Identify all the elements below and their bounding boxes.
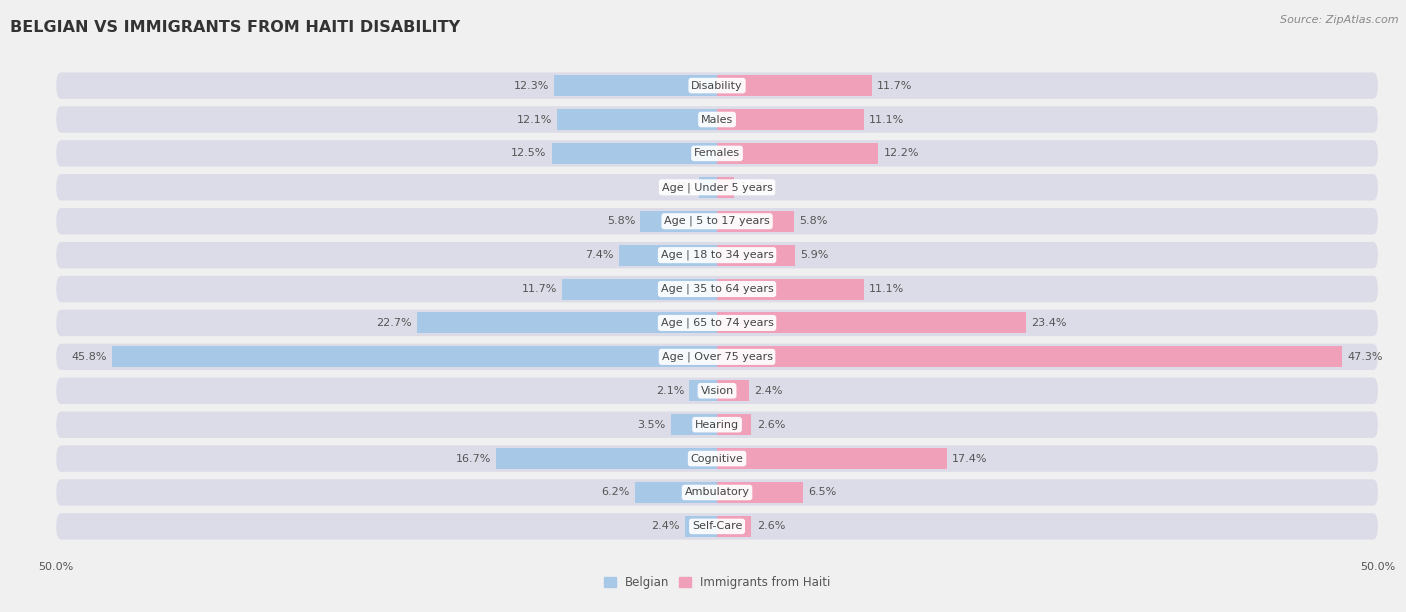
- Bar: [636, 482, 717, 503]
- Bar: [640, 211, 717, 232]
- Text: 12.1%: 12.1%: [516, 114, 551, 124]
- Text: Females: Females: [695, 149, 740, 159]
- Text: 5.8%: 5.8%: [607, 216, 636, 226]
- FancyBboxPatch shape: [56, 72, 1378, 99]
- FancyBboxPatch shape: [56, 208, 1378, 234]
- Text: Ambulatory: Ambulatory: [685, 488, 749, 498]
- Text: Disability: Disability: [692, 81, 742, 91]
- Text: 11.7%: 11.7%: [522, 284, 557, 294]
- Text: Age | 65 to 74 years: Age | 65 to 74 years: [661, 318, 773, 328]
- Text: 17.4%: 17.4%: [952, 453, 988, 463]
- Text: 7.4%: 7.4%: [585, 250, 614, 260]
- Text: Age | 18 to 34 years: Age | 18 to 34 years: [661, 250, 773, 260]
- Bar: [717, 346, 1343, 367]
- Bar: [689, 380, 717, 401]
- Text: 6.5%: 6.5%: [808, 488, 837, 498]
- FancyBboxPatch shape: [56, 242, 1378, 268]
- Text: Self-Care: Self-Care: [692, 521, 742, 531]
- FancyBboxPatch shape: [56, 411, 1378, 438]
- Text: 16.7%: 16.7%: [456, 453, 491, 463]
- Text: 12.5%: 12.5%: [512, 149, 547, 159]
- Bar: [717, 448, 948, 469]
- Bar: [717, 313, 1026, 334]
- FancyBboxPatch shape: [56, 344, 1378, 370]
- Bar: [717, 109, 863, 130]
- Bar: [554, 75, 717, 96]
- FancyBboxPatch shape: [56, 106, 1378, 133]
- Text: 47.3%: 47.3%: [1347, 352, 1384, 362]
- Text: 1.3%: 1.3%: [740, 182, 768, 192]
- Bar: [111, 346, 717, 367]
- Text: 22.7%: 22.7%: [377, 318, 412, 328]
- Text: 11.1%: 11.1%: [869, 284, 904, 294]
- Bar: [562, 278, 717, 299]
- Text: Cognitive: Cognitive: [690, 453, 744, 463]
- Text: BELGIAN VS IMMIGRANTS FROM HAITI DISABILITY: BELGIAN VS IMMIGRANTS FROM HAITI DISABIL…: [10, 20, 460, 35]
- Bar: [717, 380, 749, 401]
- Bar: [717, 414, 751, 435]
- Text: 2.4%: 2.4%: [754, 386, 783, 396]
- FancyBboxPatch shape: [56, 174, 1378, 201]
- Bar: [685, 516, 717, 537]
- Bar: [717, 177, 734, 198]
- Text: Age | 5 to 17 years: Age | 5 to 17 years: [664, 216, 770, 226]
- Bar: [619, 245, 717, 266]
- Bar: [717, 211, 794, 232]
- Text: 2.1%: 2.1%: [655, 386, 685, 396]
- Text: 11.7%: 11.7%: [877, 81, 912, 91]
- FancyBboxPatch shape: [56, 140, 1378, 166]
- Text: Source: ZipAtlas.com: Source: ZipAtlas.com: [1281, 15, 1399, 25]
- Text: Age | 35 to 64 years: Age | 35 to 64 years: [661, 284, 773, 294]
- Text: 23.4%: 23.4%: [1032, 318, 1067, 328]
- FancyBboxPatch shape: [56, 479, 1378, 506]
- Bar: [551, 143, 717, 164]
- Bar: [557, 109, 717, 130]
- Text: 5.9%: 5.9%: [800, 250, 828, 260]
- Bar: [418, 313, 717, 334]
- Bar: [671, 414, 717, 435]
- Legend: Belgian, Immigrants from Haiti: Belgian, Immigrants from Haiti: [599, 571, 835, 594]
- Text: 5.8%: 5.8%: [799, 216, 827, 226]
- Text: 3.5%: 3.5%: [637, 420, 665, 430]
- Bar: [717, 143, 879, 164]
- Text: Vision: Vision: [700, 386, 734, 396]
- Bar: [699, 177, 717, 198]
- FancyBboxPatch shape: [56, 513, 1378, 540]
- Bar: [717, 278, 863, 299]
- Text: Males: Males: [702, 114, 733, 124]
- Text: 12.3%: 12.3%: [513, 81, 550, 91]
- FancyBboxPatch shape: [56, 446, 1378, 472]
- Text: Age | Over 75 years: Age | Over 75 years: [662, 352, 772, 362]
- Text: 11.1%: 11.1%: [869, 114, 904, 124]
- Bar: [717, 245, 794, 266]
- Text: Hearing: Hearing: [695, 420, 740, 430]
- Bar: [717, 516, 751, 537]
- Text: 6.2%: 6.2%: [602, 488, 630, 498]
- Text: 1.4%: 1.4%: [665, 182, 693, 192]
- Bar: [717, 75, 872, 96]
- FancyBboxPatch shape: [56, 276, 1378, 302]
- Text: 2.6%: 2.6%: [756, 521, 785, 531]
- Text: Age | Under 5 years: Age | Under 5 years: [662, 182, 772, 193]
- FancyBboxPatch shape: [56, 310, 1378, 336]
- Bar: [717, 482, 803, 503]
- Text: 2.6%: 2.6%: [756, 420, 785, 430]
- Bar: [496, 448, 717, 469]
- Text: 2.4%: 2.4%: [651, 521, 681, 531]
- FancyBboxPatch shape: [56, 378, 1378, 404]
- Text: 45.8%: 45.8%: [70, 352, 107, 362]
- Text: 12.2%: 12.2%: [883, 149, 920, 159]
